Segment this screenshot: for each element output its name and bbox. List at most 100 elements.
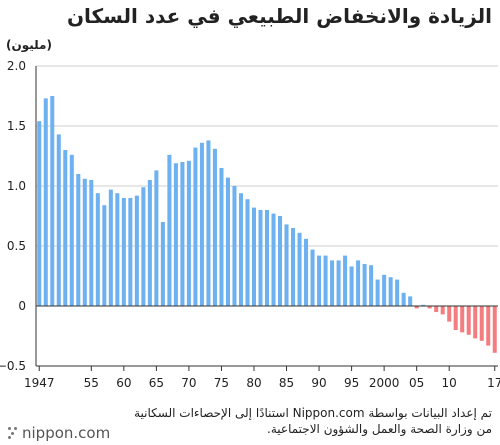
bar-1979 <box>245 199 250 306</box>
bar-1969 <box>180 162 185 306</box>
bar-1962 <box>134 195 139 306</box>
bar-1984 <box>277 216 283 306</box>
bar-2003 <box>401 292 406 306</box>
bar-1989 <box>310 249 315 306</box>
bar-1965 <box>154 170 159 306</box>
bar-1988 <box>304 238 309 306</box>
bar-1955 <box>89 180 94 306</box>
bar-1993 <box>336 260 341 306</box>
x-tick-label: 60 <box>116 376 131 390</box>
bar-1949 <box>50 96 55 306</box>
bar-2014 <box>473 306 478 339</box>
y-tick-label: 0 <box>18 299 26 313</box>
brand-logo[interactable]: nippon.com <box>8 424 110 442</box>
bar-2009 <box>440 306 445 315</box>
bar-1963 <box>141 187 146 306</box>
bar-1951 <box>63 150 68 306</box>
bar-1961 <box>128 198 133 306</box>
bar-1966 <box>160 222 165 306</box>
logo-dots-icon <box>8 427 18 439</box>
bar-1992 <box>330 260 335 306</box>
y-tick-label: 2.0 <box>7 59 26 73</box>
bar-1959 <box>115 193 120 306</box>
bar-2011 <box>453 306 458 330</box>
bar-1980 <box>251 207 257 306</box>
bar-1996 <box>356 260 361 306</box>
bar-1991 <box>323 255 328 306</box>
bar-2005 <box>414 306 419 309</box>
bar-1950 <box>56 134 61 306</box>
bar-1975 <box>219 168 224 306</box>
x-tick-label: 65 <box>149 376 164 390</box>
y-tick-label: −0.5 <box>0 359 26 373</box>
bar-2008 <box>434 306 439 312</box>
x-tick-label: 90 <box>311 376 326 390</box>
y-tick-label: 1.5 <box>7 119 26 133</box>
x-tick-label: 05 <box>409 376 424 390</box>
bar-1978 <box>238 193 243 306</box>
bar-1986 <box>291 228 296 306</box>
bar-1967 <box>167 154 172 306</box>
source-note: تم إعداد البيانات بواسطة Nippon.com استن… <box>134 406 492 436</box>
y-axis-unit: (مليون) <box>6 38 52 52</box>
bar-2013 <box>466 306 471 335</box>
bar-1998 <box>369 265 374 306</box>
bar-1953 <box>76 174 81 306</box>
bar-1958 <box>108 189 113 306</box>
bars <box>37 96 497 353</box>
bar-1960 <box>121 198 126 306</box>
x-tick-label: 17 <box>487 376 500 390</box>
bar-1947 <box>37 121 42 306</box>
bar-1948 <box>43 98 48 307</box>
bar-1974 <box>212 148 217 306</box>
x-tick-label: 55 <box>84 376 99 390</box>
y-tick-label: 1.0 <box>7 179 26 193</box>
x-tick-label: 95 <box>344 376 359 390</box>
bar-1990 <box>317 255 322 306</box>
bar-1987 <box>297 232 302 306</box>
bar-1977 <box>232 186 237 306</box>
bar-2015 <box>479 306 484 341</box>
bar-2004 <box>408 296 413 306</box>
bar-1972 <box>199 142 204 306</box>
bar-1971 <box>193 147 198 306</box>
bar-1982 <box>264 210 270 306</box>
x-tick-label: 2000 <box>369 376 400 390</box>
bar-1994 <box>343 255 348 306</box>
bar-1997 <box>362 264 367 306</box>
x-tick-label: 70 <box>181 376 196 390</box>
x-tick-label: 85 <box>279 376 294 390</box>
bar-1956 <box>95 193 100 306</box>
bar-1968 <box>173 163 178 306</box>
bar-chart: 2.0 1.5 1.0 0.5 0 −0.5 1947 55 60 65 70 75 80 85 90 95 2… <box>0 59 500 390</box>
bar-1973 <box>206 140 211 306</box>
bar-1964 <box>147 180 152 306</box>
bar-2000 <box>382 274 387 306</box>
bar-2007 <box>427 306 432 309</box>
y-tick-label: 0.5 <box>7 239 26 253</box>
bar-1999 <box>375 279 380 306</box>
bar-1995 <box>349 266 354 306</box>
bar-2017 <box>492 306 497 353</box>
bar-2001 <box>388 277 393 306</box>
bar-1952 <box>69 154 74 306</box>
x-tick-label: 1947 <box>24 376 55 390</box>
bar-1985 <box>284 224 289 306</box>
bar-2010 <box>447 306 452 322</box>
bar-1957 <box>102 205 107 306</box>
bar-1983 <box>271 213 276 306</box>
bar-2002 <box>395 279 400 306</box>
bar-2012 <box>460 306 465 333</box>
bar-1976 <box>225 177 230 306</box>
x-tick-label: 75 <box>214 376 229 390</box>
bar-1970 <box>186 160 191 306</box>
tick-labels: 2.0 1.5 1.0 0.5 0 −0.5 1947 55 60 65 70 75 80 85 90 95 2… <box>0 59 500 390</box>
x-tick-label: 80 <box>246 376 261 390</box>
bar-2016 <box>486 306 491 346</box>
bar-1954 <box>82 178 87 306</box>
bar-1981 <box>258 210 263 306</box>
x-tick-label: 10 <box>442 376 457 390</box>
brand-name: nippon.com <box>22 424 111 442</box>
bar-2006 <box>421 304 426 306</box>
chart-title: الزيادة والانخفاض الطبيعي في عدد السكان <box>66 4 492 28</box>
